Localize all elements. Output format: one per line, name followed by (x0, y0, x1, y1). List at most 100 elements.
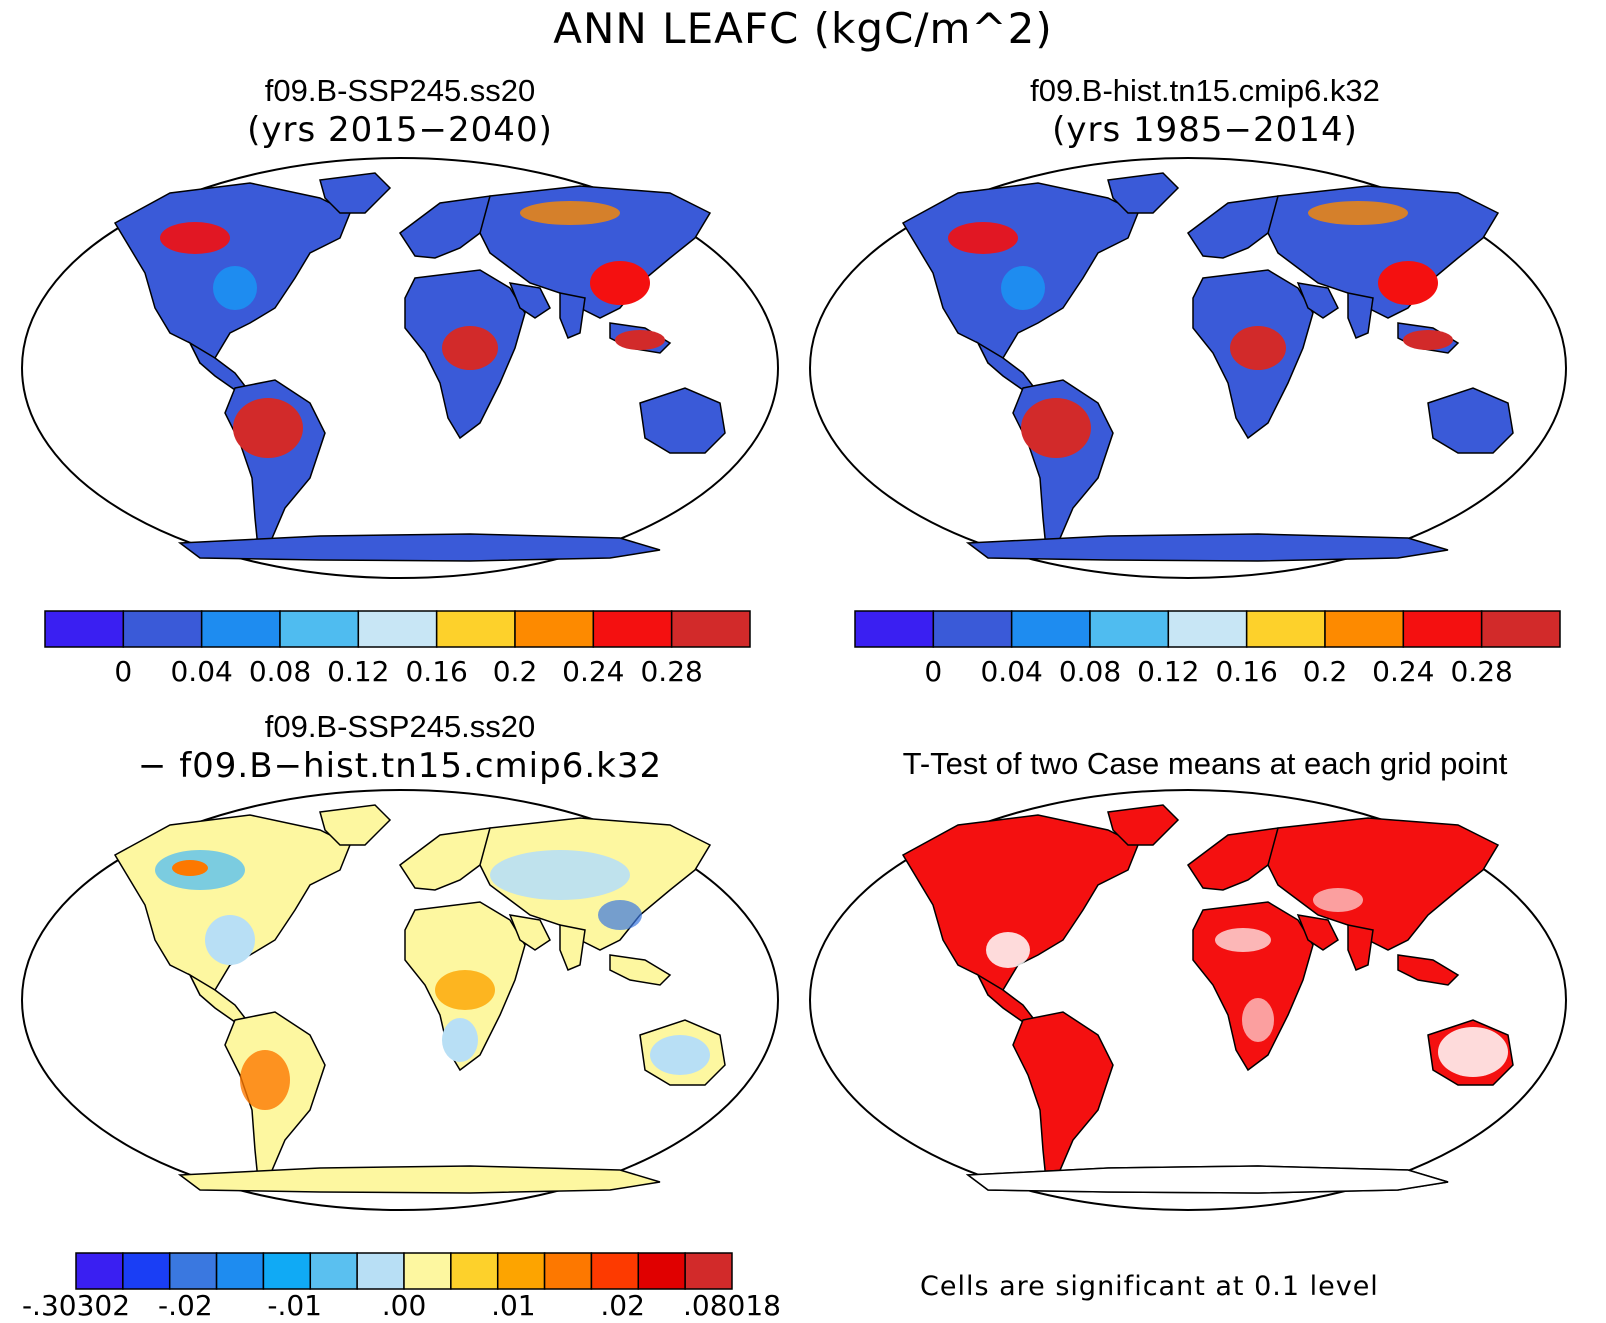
panel-title-case2: f09.B-hist.tn15.cmip6.k32 (yrs 1985−2014… (825, 72, 1585, 150)
colorbar-swatch (590, 1252, 640, 1290)
asia-diff-region (490, 850, 630, 900)
colorbar-swatch (496, 1252, 546, 1290)
colorbar-tick-label: 0.24 (562, 655, 624, 685)
colorbar-swatch (1480, 610, 1561, 648)
colorbar-swatch (1245, 610, 1326, 648)
amazon-region (1021, 398, 1091, 458)
na-boreal-region (160, 222, 230, 254)
siberia-region (520, 201, 620, 225)
map-diff (21, 789, 779, 1211)
na-boreal-region (948, 222, 1018, 254)
colorbar-swatch (514, 610, 595, 648)
colorbar-labels: 0 0.04 0.08 0.12 0.16 0.2 0.24 0.28 (924, 655, 1512, 685)
colorbar-swatch (403, 1252, 452, 1290)
panel-title-line1: f09.B-SSP245.ss20 (264, 73, 536, 108)
colorbar-swatch (215, 1252, 265, 1290)
colorbar-swatch (122, 1252, 171, 1290)
antarctica-outline (965, 1165, 1449, 1194)
colorbar-tick-label: 0 (924, 655, 942, 685)
colorbar-labels: 0 0.04 0.08 0.12 0.16 0.2 0.24 0.28 (114, 655, 702, 685)
panel-title-line1: f09.B-hist.tn15.cmip6.k32 (1030, 73, 1380, 108)
colorbar-swatch (932, 610, 1013, 648)
australia-diff (650, 1035, 710, 1075)
na-diff-positive (172, 860, 208, 876)
colorbar-tick-label: 0.08 (1059, 655, 1121, 685)
east-asia-region (590, 261, 650, 305)
non-significant-area (1438, 1027, 1508, 1077)
colorbar-swatch (1089, 610, 1170, 648)
map-ttest (809, 789, 1567, 1211)
africa-diff-region (435, 970, 495, 1010)
na-east-region (1001, 266, 1045, 310)
colorbar-case1: 0 0.04 0.08 0.12 0.16 0.2 0.24 0.28 (44, 610, 751, 685)
colorbar-tick-label: 0.08 (249, 655, 311, 685)
panel-title-line2: − f09.B−hist.tn15.cmip6.k32 (137, 746, 663, 786)
non-significant-area (1313, 888, 1363, 912)
colorbar-tick-label: 0.04 (170, 655, 232, 685)
non-significant-area (986, 932, 1030, 968)
colorbar-swatch (1324, 610, 1405, 648)
colorbar-swatch (356, 1252, 405, 1290)
panel-title-ttest: T-Test of two Case means at each grid po… (825, 745, 1585, 783)
colorbar-swatch (1010, 610, 1091, 648)
colorbar-tick-label: 0 (114, 655, 132, 685)
non-significant-area (1242, 998, 1274, 1042)
colorbar-swatch (309, 1252, 358, 1290)
na-east-region (213, 266, 257, 310)
colorbar-swatch (854, 610, 935, 648)
colorbar-swatches (44, 610, 751, 648)
colorbar-swatch (262, 1252, 312, 1290)
colorbar-swatch (1167, 610, 1248, 648)
colorbar-tick-label: 0.24 (1372, 655, 1434, 685)
map-case1 (21, 157, 779, 579)
panel-title-line2: (yrs 2015−2040) (247, 110, 553, 150)
significance-note: Cells are significant at 0.1 level (920, 1271, 1379, 1302)
congo-region (1230, 326, 1286, 370)
colorbar-tick-label: 0.2 (1303, 655, 1348, 685)
colorbar-tick-label: .08018 (683, 1289, 781, 1322)
colorbar-swatch (279, 610, 360, 648)
colorbar-tick-label: 0.2 (493, 655, 538, 685)
colorbar-tick-label: .01 (491, 1289, 536, 1322)
panel-title-diff: f09.B-SSP245.ss20 − f09.B−hist.tn15.cmip… (20, 708, 780, 786)
panel-title-line1: T-Test of two Case means at each grid po… (902, 746, 1508, 781)
colorbar-labels: -.30302 -.02 -.01 .00 .01 .02 .08018 (22, 1289, 781, 1322)
colorbar-swatches (75, 1252, 733, 1290)
figure-title: ANN LEAFC (kgC/m^2) (553, 4, 1053, 53)
colorbar-tick-label: 0.12 (327, 655, 389, 685)
panel-title-line1: f09.B-SSP245.ss20 (264, 709, 536, 744)
colorbar-tick-label: 0.28 (1450, 655, 1512, 685)
congo-region (442, 326, 498, 370)
colorbar-tick-label: 0.28 (640, 655, 702, 685)
colorbar-swatch (543, 1252, 593, 1290)
east-asia-region (1378, 261, 1438, 305)
east-asia-diff (598, 900, 642, 930)
colorbar-swatch (168, 1252, 218, 1290)
colorbar-swatch (670, 610, 751, 648)
se-asia-region (1403, 330, 1453, 350)
south-africa-diff (442, 1018, 478, 1062)
colorbar-swatch (200, 610, 281, 648)
colorbar-swatches (854, 610, 1561, 648)
colorbar-swatch (1402, 610, 1483, 648)
colorbar-swatch (75, 1252, 124, 1290)
amazon-region (233, 398, 303, 458)
colorbar-swatch (122, 610, 203, 648)
colorbar-swatch (357, 610, 438, 648)
colorbar-swatch (592, 610, 673, 648)
panel-title-case1: f09.B-SSP245.ss20 (yrs 2015−2040) (20, 72, 780, 150)
map-case2 (809, 157, 1567, 579)
colorbar-swatch (684, 1252, 733, 1290)
colorbar-tick-label: .00 (382, 1289, 427, 1322)
na-east-diff (205, 915, 255, 965)
colorbar-tick-label: -.02 (158, 1289, 213, 1322)
colorbar-tick-label: -.30302 (22, 1289, 130, 1322)
sa-diff-region (240, 1050, 290, 1110)
colorbar-tick-label: 0.16 (405, 655, 467, 685)
colorbar-swatch (435, 610, 516, 648)
panel-title-line2: (yrs 1985−2014) (1052, 110, 1358, 150)
colorbar-diff: -.30302 -.02 -.01 .00 .01 .02 .08018 (22, 1252, 781, 1322)
se-asia-region (615, 330, 665, 350)
colorbar-case2: 0 0.04 0.08 0.12 0.16 0.2 0.24 0.28 (854, 610, 1561, 685)
